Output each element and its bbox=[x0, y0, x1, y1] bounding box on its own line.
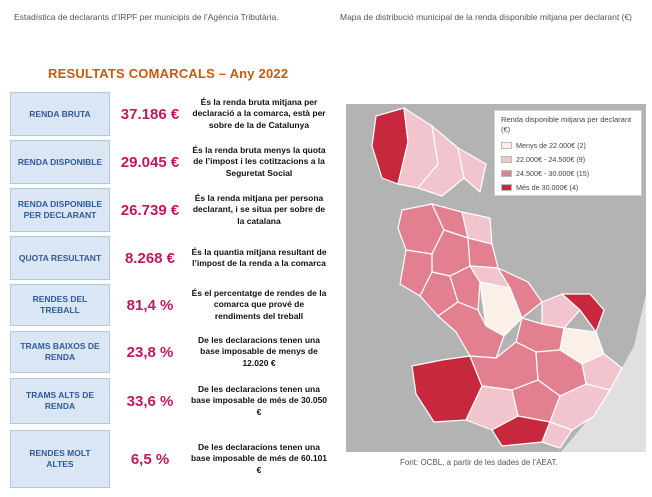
municipality-east-high bbox=[561, 293, 605, 333]
legend-label: Més de 30.000€ (4) bbox=[516, 183, 579, 192]
municipality-centre-6 bbox=[449, 265, 481, 311]
legend-swatch bbox=[501, 170, 512, 177]
row-description: És la renda mitjana per persona declaran… bbox=[192, 192, 326, 226]
map-municipalities bbox=[371, 107, 623, 449]
row-label: RENDES MOLT ALTES bbox=[10, 430, 110, 488]
row-renda-bruta: RENDA BRUTA 37.186 € És la renda bruta m… bbox=[10, 92, 330, 136]
row-rendes-molt-altes: RENDES MOLT ALTES 6,5 % De les declaraci… bbox=[10, 430, 330, 488]
row-trams-baixos: TRAMS BAIXOS DE RENDA 23,8 % De les decl… bbox=[10, 331, 330, 373]
caption-left: Estadística de declarants d’IRPF per mun… bbox=[14, 12, 279, 22]
row-label: RENDES DEL TREBALL bbox=[10, 284, 110, 326]
legend-label: Menys de 22.000€ (2) bbox=[516, 141, 586, 150]
row-description: És el percentatge de rendes de la comarc… bbox=[191, 287, 327, 321]
row-value: 29.045 € bbox=[120, 153, 180, 171]
legend-swatch bbox=[501, 142, 512, 149]
row-description: De les declaracions tenen una base impos… bbox=[198, 334, 320, 368]
row-value: 37.186 € bbox=[120, 105, 180, 123]
row-label: TRAMS ALTS DE RENDA bbox=[10, 378, 110, 424]
results-title: RESULTATS COMARCALS – Any 2022 bbox=[48, 66, 289, 81]
row-value: 6,5 % bbox=[130, 450, 170, 468]
municipality-east-1 bbox=[497, 267, 543, 319]
source-note: Font: OCBL, a partir de les dades de l’A… bbox=[400, 458, 558, 467]
row-description: És la quantia mitjana resultant de l’imp… bbox=[191, 246, 327, 269]
row-trams-alts: TRAMS ALTS DE RENDA 33,6 % De les declar… bbox=[10, 378, 330, 424]
municipality-east-2 bbox=[541, 293, 581, 329]
legend-swatch bbox=[501, 184, 512, 191]
row-description: És la renda bruta mitjana per declaració… bbox=[192, 96, 326, 130]
row-value: 33,6 % bbox=[126, 392, 174, 410]
row-label: RENDA BRUTA bbox=[10, 92, 110, 136]
map-sea bbox=[561, 294, 646, 452]
legend-item: 22.000€ - 24.500€ (9) bbox=[501, 155, 585, 164]
municipality-north-east bbox=[457, 147, 487, 193]
row-value: 26.739 € bbox=[120, 201, 180, 219]
legend-label: 24.500€ - 30.000€ (15) bbox=[516, 169, 590, 178]
row-description: De les declaracions tenen una base impos… bbox=[190, 383, 328, 417]
row-rendes-treball: RENDES DEL TREBALL 81,4 % És el percenta… bbox=[10, 284, 330, 326]
caption-right: Mapa de distribució municipal de la rend… bbox=[340, 12, 632, 22]
row-renda-disponible-declarant: RENDA DISPONIBLE PER DECLARANT 26.739 € … bbox=[10, 188, 330, 232]
legend-item: 24.500€ - 30.000€ (15) bbox=[501, 169, 589, 178]
row-description: És la renda bruta menys la quota de l’im… bbox=[192, 144, 326, 178]
legend-item: Més de 30.000€ (4) bbox=[501, 183, 578, 192]
legend-title: Renda disponible mitjana per declarant (… bbox=[501, 115, 632, 134]
row-label: QUOTA RESULTANT bbox=[10, 236, 110, 280]
row-label: RENDA DISPONIBLE bbox=[10, 140, 110, 184]
legend-item: Menys de 22.000€ (2) bbox=[501, 141, 586, 150]
row-value: 23,8 % bbox=[126, 343, 174, 361]
legend-label: 22.000€ - 24.500€ (9) bbox=[516, 155, 586, 164]
legend-swatch bbox=[501, 156, 512, 163]
map-legend: Renda disponible mitjana per declarant (… bbox=[494, 110, 642, 196]
row-value: 81,4 % bbox=[126, 296, 174, 314]
municipality-coast-1 bbox=[541, 421, 573, 449]
row-description: De les declaracions tenen una base impos… bbox=[190, 441, 328, 475]
row-renda-disponible: RENDA DISPONIBLE 29.045 € És la renda br… bbox=[10, 140, 330, 184]
row-label: RENDA DISPONIBLE PER DECLARANT bbox=[10, 188, 110, 232]
row-value: 8.268 € bbox=[124, 249, 176, 267]
row-quota-resultant: QUOTA RESULTANT 8.268 € És la quantia mi… bbox=[10, 236, 330, 280]
row-label: TRAMS BAIXOS DE RENDA bbox=[10, 331, 110, 373]
